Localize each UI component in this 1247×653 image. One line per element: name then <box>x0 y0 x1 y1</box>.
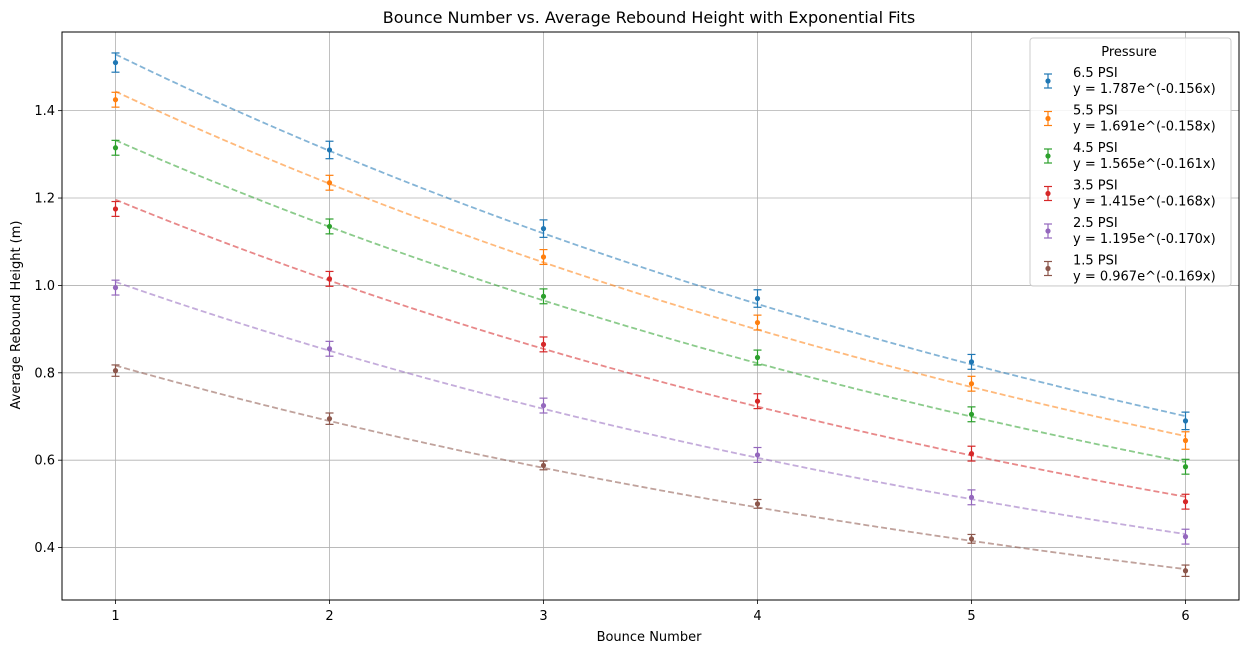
data-point-5-5-psi <box>112 97 119 103</box>
y-tick-label: 1.0 <box>34 279 55 294</box>
data-point-1-5-psi <box>968 536 975 542</box>
legend-label-6-5-psi: 6.5 PSI <box>1073 66 1118 81</box>
data-point-6-5-psi <box>112 59 119 66</box>
data-point-2-5-psi <box>1182 534 1189 540</box>
data-point-4-5-psi <box>326 223 333 230</box>
data-point-6-5-psi <box>540 226 547 232</box>
y-tick-label: 0.4 <box>34 541 55 556</box>
y-tick-label: 1.2 <box>34 192 55 207</box>
legend-fit-label-4-5-psi: y = 1.565e^(-0.161x) <box>1073 157 1216 172</box>
legend-marker-2-5-psi <box>1045 228 1051 234</box>
data-points <box>111 52 1190 578</box>
fit-curve-1-5-psi <box>115 364 1186 570</box>
data-point-6-5-psi <box>1182 418 1189 424</box>
legend-label-5-5-psi: 5.5 PSI <box>1073 104 1118 119</box>
y-axis-label: Average Rebound Height (m) <box>9 221 24 410</box>
legend-label-2-5-psi: 2.5 PSI <box>1073 216 1118 231</box>
x-tick-label: 6 <box>1181 609 1189 624</box>
data-point-4-5-psi <box>112 145 119 151</box>
x-axis-label: Bounce Number <box>597 630 703 645</box>
fit-curve-3-5-psi <box>115 198 1186 498</box>
chart-title: Bounce Number vs. Average Rebound Height… <box>383 8 915 27</box>
legend-marker-4-5-psi <box>1045 153 1051 159</box>
x-tick-label: 2 <box>325 609 333 624</box>
axis-ticks: 1 2 3 4 5 6 0.4 0.6 0.8 1.0 1.2 1.4 <box>34 104 1189 624</box>
data-point-3-5-psi <box>326 276 333 282</box>
legend-fit-label-5-5-psi: y = 1.691e^(-0.158x) <box>1073 120 1216 135</box>
fit-curve-2-5-psi <box>115 280 1186 535</box>
data-point-5-5-psi <box>326 180 333 186</box>
x-tick-label: 5 <box>967 609 975 624</box>
data-point-3-5-psi <box>968 451 975 457</box>
legend-marker-6-5-psi <box>1045 78 1051 84</box>
data-point-1-5-psi <box>754 501 761 507</box>
data-point-2-5-psi <box>112 285 119 291</box>
legend-label-1-5-psi: 1.5 PSI <box>1073 254 1118 269</box>
plot-frame <box>61 31 1240 601</box>
data-point-3-5-psi <box>540 341 547 347</box>
data-point-3-5-psi <box>112 206 119 212</box>
data-point-2-5-psi <box>326 346 333 352</box>
data-point-4-5-psi <box>540 293 547 299</box>
data-point-1-5-psi <box>540 462 547 469</box>
data-point-2-5-psi <box>754 452 761 458</box>
x-tick-label: 1 <box>111 609 119 624</box>
legend-marker-5-5-psi <box>1045 115 1051 122</box>
data-point-1-5-psi <box>326 416 333 422</box>
data-point-4-5-psi <box>754 354 761 361</box>
legend-label-3-5-psi: 3.5 PSI <box>1073 179 1118 194</box>
legend-fit-label-1-5-psi: y = 0.967e^(-0.169x) <box>1073 270 1216 285</box>
fit-curve-4-5-psi <box>115 139 1186 463</box>
y-tick-label: 0.8 <box>34 366 55 381</box>
data-point-1-5-psi <box>1182 568 1189 574</box>
data-point-6-5-psi <box>326 147 333 153</box>
fit-curves <box>115 53 1186 570</box>
fit-curve-6-5-psi <box>115 53 1186 417</box>
data-point-4-5-psi <box>968 411 975 417</box>
data-point-5-5-psi <box>540 254 547 260</box>
data-point-1-5-psi <box>112 368 119 374</box>
legend-title: Pressure <box>1101 45 1157 60</box>
legend-fit-label-2-5-psi: y = 1.195e^(-0.170x) <box>1073 232 1216 247</box>
data-point-3-5-psi <box>754 398 761 404</box>
data-point-6-5-psi <box>754 295 761 302</box>
legend-box <box>1029 37 1232 287</box>
data-point-3-5-psi <box>1182 499 1189 505</box>
y-tick-label: 1.4 <box>34 104 55 119</box>
x-tick-label: 3 <box>539 609 547 624</box>
fit-curve-5-5-psi <box>115 90 1186 437</box>
legend-marker-1-5-psi <box>1045 265 1051 272</box>
legend-fit-label-3-5-psi: y = 1.415e^(-0.168x) <box>1073 195 1216 210</box>
legend-label-4-5-psi: 4.5 PSI <box>1073 141 1118 156</box>
data-point-2-5-psi <box>540 402 547 409</box>
x-tick-label: 4 <box>753 609 761 624</box>
data-point-5-5-psi <box>754 319 761 326</box>
legend-marker-3-5-psi <box>1045 190 1051 197</box>
data-point-5-5-psi <box>1182 437 1189 444</box>
data-point-6-5-psi <box>968 359 975 365</box>
data-point-4-5-psi <box>1182 464 1189 470</box>
data-point-5-5-psi <box>968 381 975 387</box>
data-point-2-5-psi <box>968 494 975 500</box>
y-tick-label: 0.6 <box>34 454 55 469</box>
legend-fit-label-6-5-psi: y = 1.787e^(-0.156x) <box>1073 82 1216 97</box>
